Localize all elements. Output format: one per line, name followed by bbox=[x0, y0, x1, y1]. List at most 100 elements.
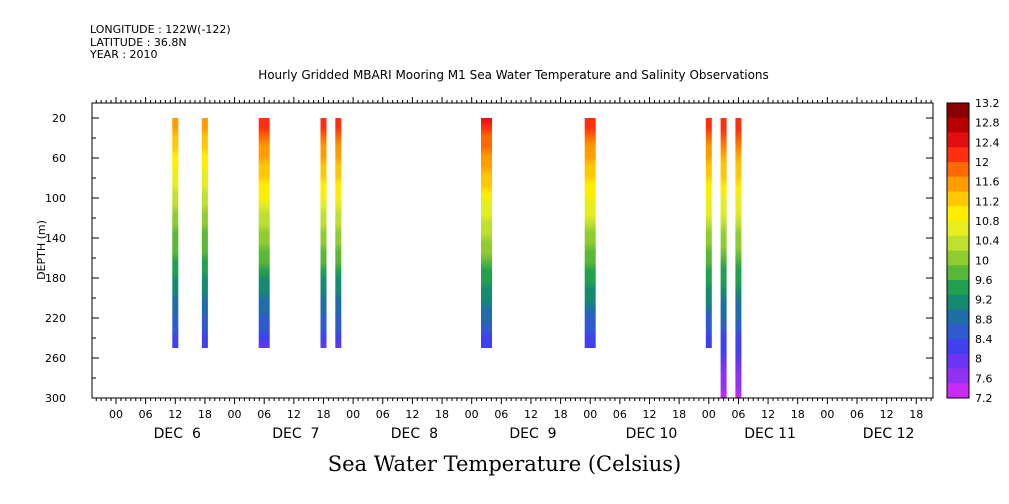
x-day-label: DEC 12 bbox=[863, 426, 915, 442]
colorbar-swatch bbox=[947, 265, 969, 281]
plot-area bbox=[172, 118, 742, 398]
plot-frame bbox=[91, 102, 934, 399]
colorbar-swatch bbox=[947, 176, 969, 192]
y-tick-label: 220 bbox=[45, 312, 66, 325]
x-hour-label: 00 bbox=[465, 408, 479, 421]
latitude-label: LATITUDE : 36.8N bbox=[90, 35, 187, 49]
temperature-bar bbox=[258, 118, 270, 348]
x-hour-label: 18 bbox=[435, 408, 449, 421]
chart-subtitle: Sea Water Temperature (Celsius) bbox=[327, 452, 682, 476]
x-hour-label: 18 bbox=[791, 408, 805, 421]
colorbar-swatch bbox=[947, 339, 969, 355]
y-tick-label: 260 bbox=[45, 352, 66, 365]
colorbar-label: 8.8 bbox=[975, 313, 993, 326]
colorbar-swatch bbox=[947, 147, 969, 163]
colorbar-swatch bbox=[947, 103, 969, 119]
x-hour-label: 06 bbox=[257, 408, 271, 421]
x-hour-label: 06 bbox=[494, 408, 508, 421]
x-hour-label: 18 bbox=[198, 408, 212, 421]
colorbar-swatch bbox=[947, 221, 969, 237]
x-day-label: DEC 9 bbox=[509, 426, 556, 442]
x-hour-label: 06 bbox=[850, 408, 864, 421]
y-axis-label: DEPTH (m) bbox=[35, 220, 48, 280]
colorbar-label: 9.2 bbox=[975, 294, 993, 307]
temperature-bar bbox=[201, 118, 208, 348]
y-tick-label: 20 bbox=[52, 112, 66, 125]
x-hour-label: 00 bbox=[702, 408, 716, 421]
colorbar-swatch bbox=[947, 383, 969, 399]
colorbar-swatch bbox=[947, 353, 969, 369]
x-day-label: DEC 7 bbox=[272, 426, 319, 442]
colorbar-swatch bbox=[947, 162, 969, 178]
colorbar-swatch bbox=[947, 250, 969, 266]
colorbar-label: 10 bbox=[975, 254, 989, 267]
colorbar-label: 11.6 bbox=[975, 176, 1000, 189]
colorbar-label: 7.2 bbox=[975, 392, 993, 405]
year-label: YEAR : 2010 bbox=[90, 48, 158, 61]
colorbar-label: 10.4 bbox=[975, 235, 1000, 248]
x-hour-label: 12 bbox=[405, 408, 419, 421]
colorbar-label: 9.6 bbox=[975, 274, 993, 287]
colorbar-label: 11.2 bbox=[975, 195, 1000, 208]
temperature-bar bbox=[481, 118, 492, 348]
x-hour-label: 06 bbox=[613, 408, 627, 421]
x-hour-label: 00 bbox=[583, 408, 597, 421]
colorbar-swatch bbox=[947, 280, 969, 296]
x-hour-label: 12 bbox=[524, 408, 538, 421]
x-hour-label: 12 bbox=[287, 408, 301, 421]
colorbar-swatch bbox=[947, 324, 969, 340]
x-hour-label: 00 bbox=[109, 408, 123, 421]
x-hour-label: 06 bbox=[376, 408, 390, 421]
colorbar-swatch bbox=[947, 206, 969, 222]
x-hour-label: 00 bbox=[228, 408, 242, 421]
x-hour-label: 00 bbox=[346, 408, 360, 421]
colorbar-swatch bbox=[947, 368, 969, 384]
colorbar-label: 8.4 bbox=[975, 333, 993, 346]
colorbar-swatch bbox=[947, 117, 969, 133]
colorbar-swatch bbox=[947, 294, 969, 310]
x-day-label: DEC 11 bbox=[744, 426, 796, 442]
colorbar-label: 12 bbox=[975, 156, 989, 169]
x-hour-label: 12 bbox=[880, 408, 894, 421]
colorbar-swatch bbox=[947, 309, 969, 325]
colorbar-label: 12.8 bbox=[975, 117, 1000, 130]
colorbar-label: 13.2 bbox=[975, 97, 1000, 110]
temperature-bar bbox=[705, 118, 712, 348]
temperature-bar bbox=[172, 118, 179, 348]
axes: 20 60 100 140 180 220 260 300 00 06 12 18 00 06 12 18 00… bbox=[45, 97, 934, 442]
x-day-label: DEC 6 bbox=[154, 426, 201, 442]
x-hour-label: 18 bbox=[672, 408, 686, 421]
y-tick-label: 100 bbox=[45, 192, 66, 205]
colorbar-label: 8 bbox=[975, 353, 982, 366]
y-tick-label: 60 bbox=[52, 152, 66, 165]
x-hour-label: 12 bbox=[168, 408, 182, 421]
temperature-bar bbox=[335, 118, 342, 348]
longitude-label: LONGITUDE : 122W(-122) bbox=[90, 23, 231, 36]
colorbar-swatch bbox=[947, 235, 969, 251]
colorbar-label: 10.8 bbox=[975, 215, 1000, 228]
colorbar: 13.2 12.8 12.4 12 11.6 11.2 10.8 10.4 10 9.6 9.2 8.… bbox=[946, 97, 1000, 405]
x-hour-label: 00 bbox=[820, 408, 834, 421]
colorbar-frame bbox=[946, 102, 970, 399]
x-hour-label: 12 bbox=[761, 408, 775, 421]
y-tick-label: 140 bbox=[45, 232, 66, 245]
temperature-bar bbox=[320, 118, 327, 348]
colorbar-label: 7.6 bbox=[975, 372, 993, 385]
chart-title: Hourly Gridded MBARI Mooring M1 Sea Wate… bbox=[258, 68, 769, 82]
x-day-label: DEC 8 bbox=[391, 426, 438, 442]
x-hour-label: 18 bbox=[316, 408, 330, 421]
colorbar-label: 12.4 bbox=[975, 136, 1000, 149]
y-tick-label: 300 bbox=[45, 392, 66, 405]
temperature-bar bbox=[584, 118, 596, 348]
colorbar-swatch bbox=[947, 191, 969, 207]
temperature-bar bbox=[735, 118, 742, 398]
x-day-label: DEC 10 bbox=[626, 426, 678, 442]
colorbar-swatch bbox=[947, 132, 969, 148]
y-tick-label: 180 bbox=[45, 272, 66, 285]
x-hour-label: 18 bbox=[909, 408, 923, 421]
location-info: LONGITUDE : 122W(-122) LATITUDE : 36.8N … bbox=[90, 23, 231, 62]
x-hour-label: 06 bbox=[731, 408, 745, 421]
temperature-bar bbox=[720, 118, 727, 398]
x-hour-label: 18 bbox=[554, 408, 568, 421]
